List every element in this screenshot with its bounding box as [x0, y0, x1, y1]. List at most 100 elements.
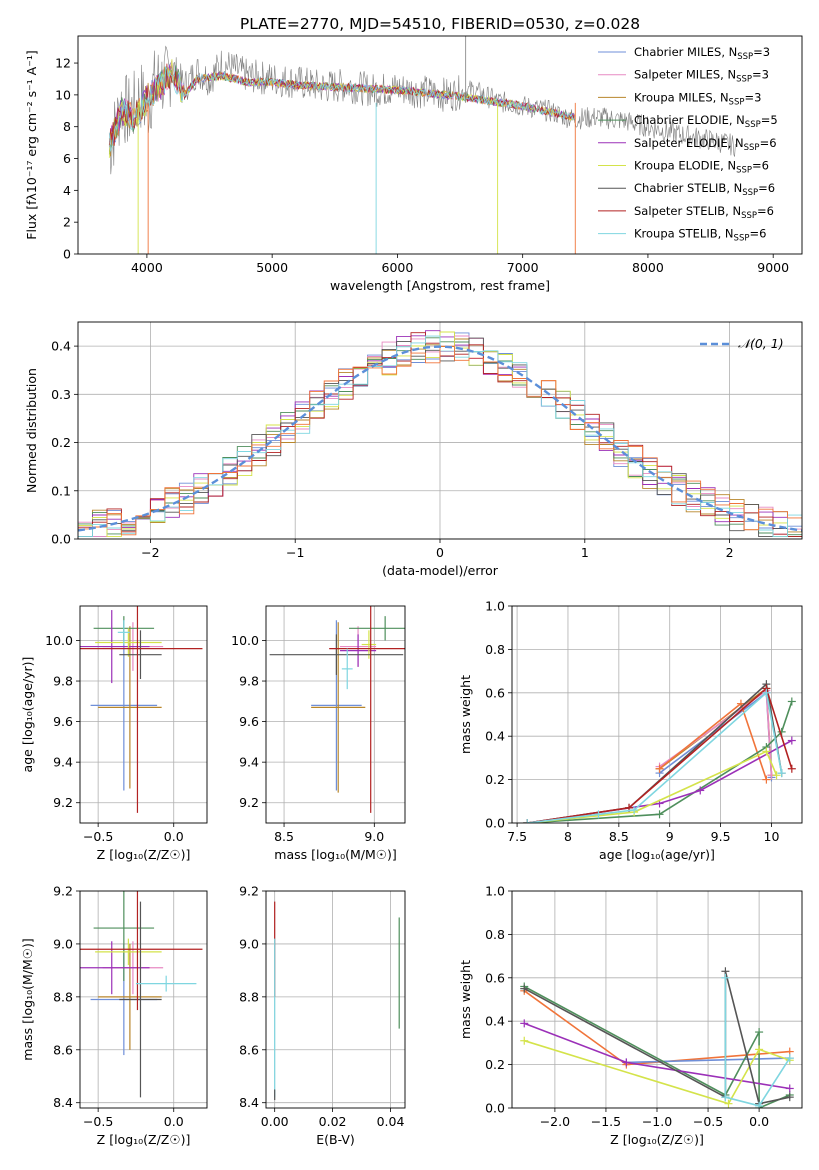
- weight-marker: [777, 769, 786, 778]
- y-tick-label: 0.0: [485, 816, 505, 831]
- legend-nssp: =5: [761, 113, 778, 127]
- axes-frame: [265, 890, 406, 1109]
- histogram-step: [78, 345, 802, 536]
- legend-subscript: SSP: [736, 166, 752, 176]
- plot-area: [78, 322, 802, 539]
- y-tick-label: 0.4: [485, 729, 505, 744]
- y-tick-label: 1.0: [485, 599, 505, 614]
- legend-label: 𝒩(0, 1): [738, 336, 784, 351]
- legend-label: Chabrier ELODIE, NSSP=5: [634, 113, 778, 130]
- axes-weight_vs_age: 7.5 8 8.5 9 9.5 10 0.0 0.2 0.4 0.6 0.8 1.0 age [log₁…: [458, 599, 803, 862]
- y-tick-label: 0.4: [485, 1014, 505, 1029]
- y-axis-label: mass weight: [458, 960, 473, 1039]
- legend-nssp: =3: [753, 45, 770, 59]
- x-tick-label: 9000: [757, 260, 789, 275]
- x-tick-label: −1.5: [591, 1114, 621, 1129]
- y-tick-label: 8.4: [239, 1095, 259, 1110]
- axes-mass_vs_ebv: 0.00 0.02 0.04 8.4 8.6 8.8 9.0 9.2 E(B-V): [239, 884, 406, 1147]
- x-tick-label: 10: [764, 829, 780, 844]
- y-tick-label: 8.6: [53, 1042, 73, 1057]
- figure-title: PLATE=2770, MJD=54510, FIBERID=0530, z=0…: [240, 15, 640, 33]
- weight-marker: [721, 1093, 730, 1102]
- y-tick-label: 8.8: [53, 989, 73, 1004]
- legend-label: Kroupa ELODIE, NSSP=6: [634, 159, 769, 176]
- legend-label: Salpeter MILES, NSSP=3: [634, 68, 769, 85]
- plot-area: [266, 606, 405, 823]
- x-tick-label: 0: [436, 545, 444, 560]
- weight-marker: [520, 1036, 529, 1045]
- weight-marker: [762, 775, 771, 784]
- x-axis-label: Z [log₁₀(Z/Z☉)]: [97, 1132, 191, 1147]
- y-tick-label: 0.6: [485, 970, 505, 985]
- y-tick-label: 0.8: [485, 642, 505, 657]
- x-tick-label: 6000: [382, 260, 414, 275]
- weight-marker: [755, 1045, 764, 1054]
- weight-marker: [630, 805, 639, 814]
- axes-frame: [77, 35, 803, 255]
- x-axis-label: (data-model)/error: [382, 563, 499, 578]
- y-tick-label: 9.2: [239, 795, 259, 810]
- legend-subscript: SSP: [744, 143, 760, 153]
- axes-frame: [79, 890, 208, 1109]
- y-tick-label: 9.8: [239, 674, 259, 689]
- y-axis-label: mass [log₁₀(M/M☉)]: [20, 938, 35, 1060]
- x-tick-label: −1: [286, 545, 304, 560]
- x-axis-label: Z [log₁₀(Z/Z☉)]: [610, 1132, 704, 1147]
- x-tick-label: 9: [666, 829, 674, 844]
- legend-subscript: SSP: [742, 188, 758, 198]
- y-tick-label: 9.0: [239, 936, 259, 951]
- x-tick-label: −0.5: [83, 1114, 113, 1129]
- plots-layer: 4000 5000 6000 7000 8000 9000024681012wavelen…: [20, 35, 803, 1147]
- weight-marker: [721, 973, 730, 982]
- axes-frame: [265, 605, 406, 824]
- x-tick-label: 8.5: [274, 829, 294, 844]
- y-tick-label: 0.2: [485, 1057, 505, 1072]
- weight-marker: [696, 786, 705, 795]
- y-tick-label: 0.0: [51, 532, 71, 547]
- x-axis-label: wavelength [Angstrom, rest frame]: [330, 278, 550, 293]
- legend-label: Chabrier STELIB, NSSP=6: [634, 181, 775, 198]
- x-tick-label: 5000: [256, 260, 288, 275]
- legend-label: Salpeter ELODIE, NSSP=6: [634, 136, 777, 153]
- plot-area: [108, 36, 736, 254]
- x-tick-label: 4000: [131, 260, 163, 275]
- x-tick-label: 0.0: [164, 1114, 184, 1129]
- axes-age_vs_Z: −0.5 0.0 9.2 9.4 9.6 9.8 10.0 Z [log₁₀(Z/Z☉)] ag…: [20, 605, 208, 862]
- weight-marker: [594, 810, 603, 819]
- y-tick-label: 10.0: [45, 633, 73, 648]
- y-tick-label: 8.4: [53, 1095, 73, 1110]
- x-tick-label: 8000: [632, 260, 664, 275]
- x-tick-label: −2.0: [540, 1114, 570, 1129]
- y-tick-label: 0: [63, 247, 71, 262]
- y-tick-label: 9.4: [53, 755, 73, 770]
- x-tick-label: 0.0: [749, 1114, 769, 1129]
- y-tick-label: 9.2: [239, 884, 259, 899]
- y-axis-label: mass weight: [458, 675, 473, 754]
- weight-line: [527, 687, 793, 823]
- normal-curve: [78, 345, 802, 532]
- spectrum-model-line: [108, 60, 576, 135]
- weight-marker: [772, 771, 781, 780]
- y-tick-label: 0.6: [485, 685, 505, 700]
- x-tick-label: 7000: [507, 260, 539, 275]
- legend-nssp: =6: [757, 204, 774, 218]
- y-tick-label: 8: [63, 119, 71, 134]
- y-tick-label: 9.2: [53, 795, 73, 810]
- weight-marker: [787, 764, 796, 773]
- weight-marker: [622, 1058, 631, 1067]
- spectrum-data-line: [109, 45, 736, 175]
- weight-marker: [762, 688, 771, 697]
- x-tick-label: 9.5: [711, 829, 731, 844]
- y-tick-label: 6: [63, 151, 71, 166]
- legend-subscript: SSP: [734, 234, 750, 244]
- x-tick-label: 2: [726, 545, 734, 560]
- weight-line: [524, 1039, 790, 1105]
- weight-marker: [787, 736, 796, 745]
- y-tick-label: 2: [63, 215, 71, 230]
- axes-weight_vs_Z: −2.0 −1.5 −1.0 −0.5 0.0 0.0 0.2 0.4 0.6 0.8 1.0 Z […: [458, 884, 803, 1147]
- plot-area: [80, 606, 207, 823]
- axes-frame: [511, 605, 803, 824]
- x-tick-label: 7.5: [507, 829, 527, 844]
- legend-subscript: SSP: [741, 211, 757, 221]
